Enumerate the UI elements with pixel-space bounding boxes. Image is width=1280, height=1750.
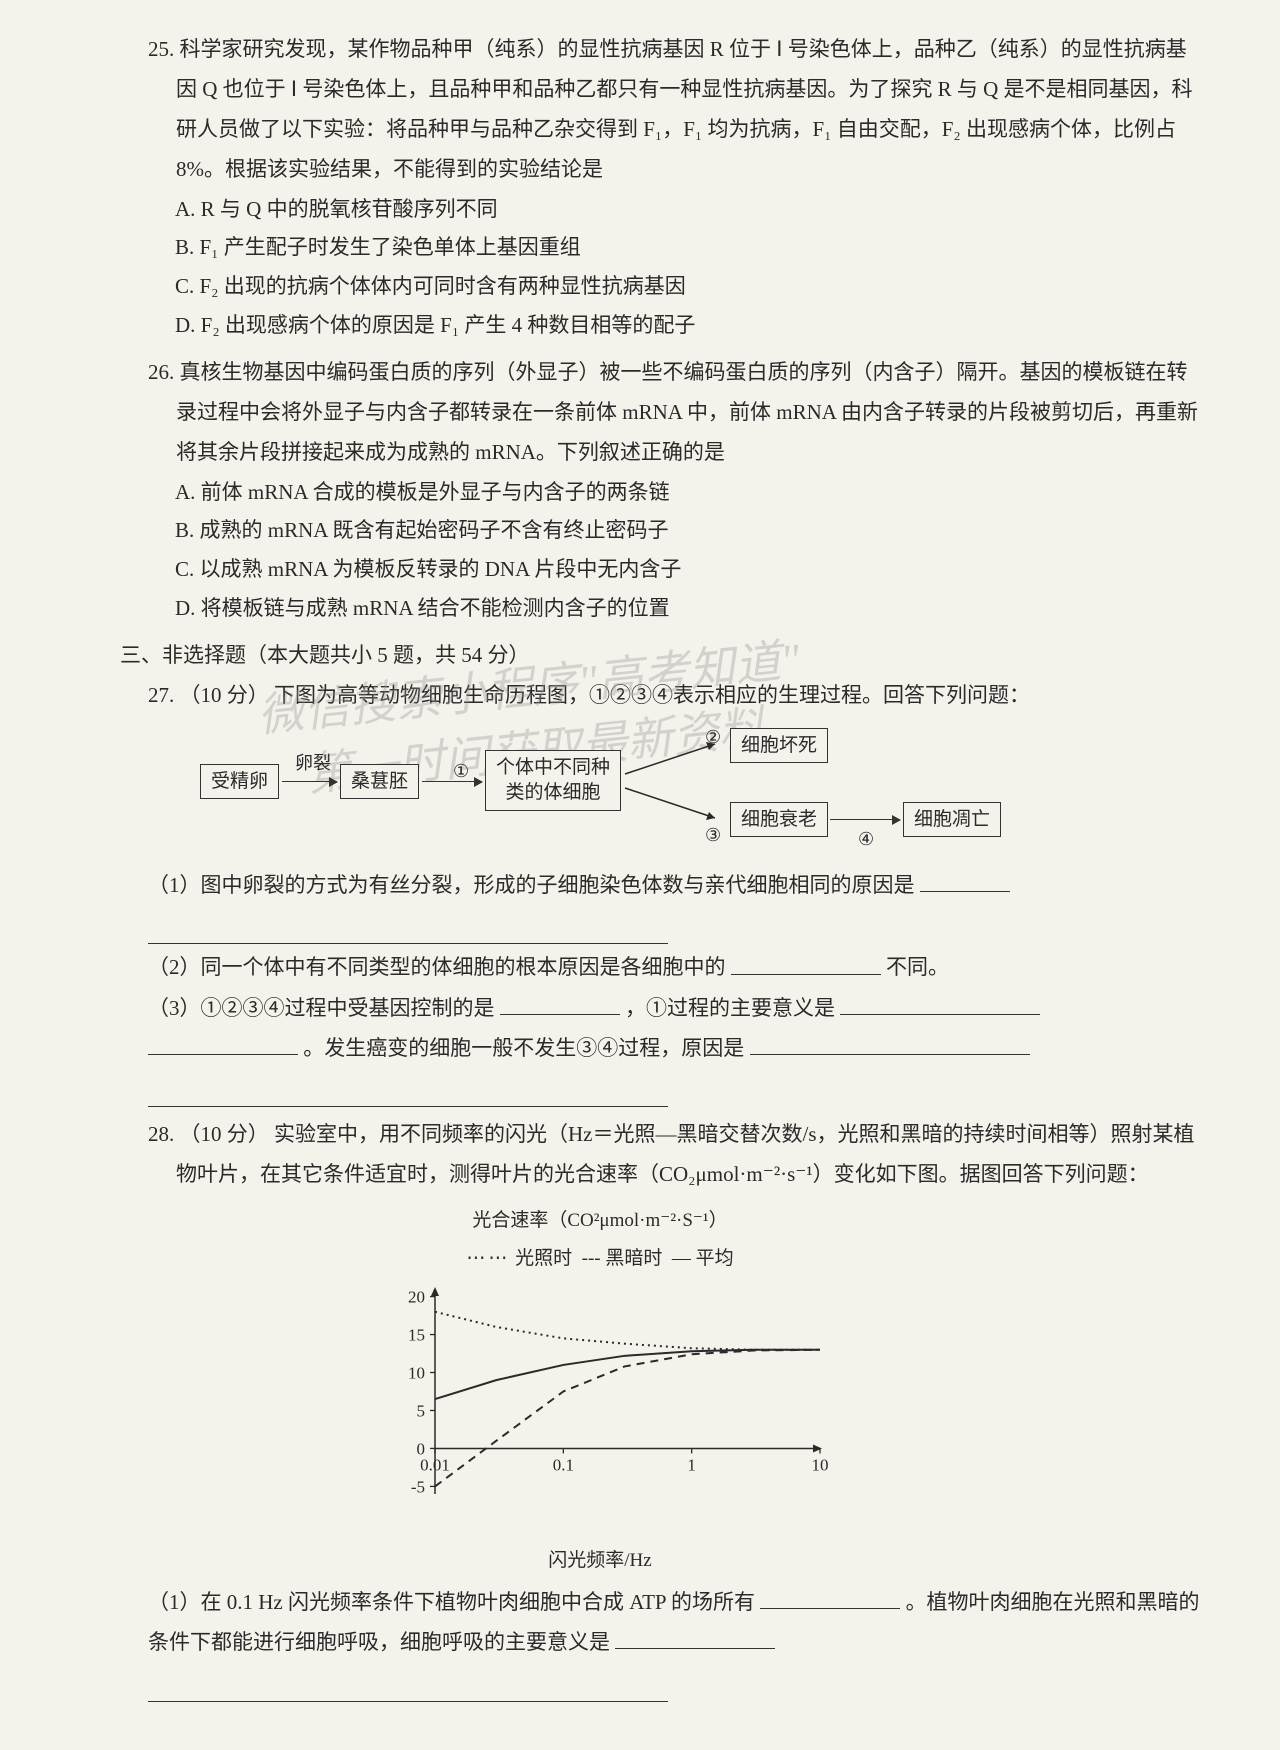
flow-edge-1: ① [453,754,469,788]
blank-fill[interactable] [148,1029,298,1055]
q26-option-a: A. 前体 mRNA 合成的模板是外显子与内含子的两条链 [100,473,1200,512]
blank-fill[interactable] [840,989,1040,1015]
flow-node-somatic-cells: 个体中不同种 类的体细胞 [485,750,621,811]
arrow-icon [830,819,900,820]
flow-node-morula: 桑葚胚 [340,764,419,800]
q25-number: 25. [148,37,174,61]
q28-number: 28. [148,1122,174,1146]
flow-node-fertilized-egg: 受精卵 [200,764,279,800]
flow-node-senescence: 细胞衰老 [730,802,828,838]
q28-p1a-text: （1）在 0.1 Hz 闪光频率条件下植物叶肉细胞中合成 ATP 的场所有 [148,1590,755,1614]
legend-light: 光照时 [515,1248,572,1269]
blank-line[interactable] [148,1667,668,1702]
svg-text:0.01: 0.01 [420,1456,450,1475]
flow-node-apoptosis: 细胞凋亡 [903,802,1001,838]
q27-flow-diagram: 受精卵 卵裂 桑葚胚 ① 个体中不同种 类的体细胞 ② ③ 细胞坏死 细胞衰老 … [200,726,1200,856]
svg-text:-5: -5 [411,1478,425,1497]
svg-text:10: 10 [408,1364,425,1383]
blank-fill[interactable] [731,948,881,974]
q27-points: （10 分） [180,683,269,707]
chart-xlabel: 闪光频率/Hz [380,1543,820,1579]
blank-fill[interactable] [500,989,620,1015]
chart-title: 光合速率（CO²μmol·m⁻²·S⁻¹） [380,1203,820,1239]
q26-stem: 真核生物基因中编码蛋白质的序列（外显子）被一些不编码蛋白质的序列（内含子）隔开。… [176,360,1198,464]
flow-node-necrosis: 细胞坏死 [730,728,828,764]
question-25: 25. 科学家研究发现，某作物品种甲（纯系）的显性抗病基因 R 位于 Ⅰ 号染色… [100,30,1200,345]
q27-p3c-text: 。发生癌变的细胞一般不发生③④过程，原因是 [303,1036,744,1060]
q25-option-b: B. F₁ 产生配子时发生了染色单体上基因重组 [100,228,1200,267]
q27-p2a-text: （2）同一个体中有不同类型的体细胞的根本原因是各细胞中的 [148,956,726,980]
q27-p2b-text: 不同。 [886,956,949,980]
svg-text:5: 5 [417,1402,426,1421]
q27-p1-text: （1）图中卵裂的方式为有丝分裂，形成的子细胞染色体数与亲代细胞相同的原因是 [148,873,915,897]
q27-p3b-text: ，①过程的主要意义是 [625,996,835,1020]
q27-number: 27. [148,683,174,707]
question-28: 28. （10 分） 实验室中，用不同频率的闪光（Hz＝光照—黑暗交替次数/s，… [100,1115,1200,1702]
q27-stem: 下图为高等动物细胞生命历程图，①②③④表示相应的生理过程。回答下列问题： [274,683,1030,707]
svg-text:0.1: 0.1 [553,1456,574,1475]
blank-fill[interactable] [615,1623,775,1649]
q25-option-d: D. F₂ 出现感病个体的原因是 F₁ 产生 4 种数目相等的配子 [100,306,1200,345]
flow-edge-4: ④ [858,822,874,856]
svg-text:1: 1 [687,1456,696,1475]
q28-stem: 实验室中，用不同频率的闪光（Hz＝光照—黑暗交替次数/s，光照和黑暗的持续时间相… [176,1122,1195,1186]
blank-fill[interactable] [750,1029,1030,1055]
q28-part1: （1）在 0.1 Hz 闪光频率条件下植物叶肉细胞中合成 ATP 的场所有 。植… [100,1583,1200,1663]
section-3-header: 三、非选择题（本大题共小 5 题，共 54 分） [100,636,1200,676]
svg-text:20: 20 [408,1288,425,1307]
flow-node-somatic-l1: 个体中不同种 [496,757,610,778]
chart-legend: ⋯⋯ 光照时 --- 黑暗时 — 平均 [380,1241,820,1277]
arrow-icon [282,781,337,782]
q27-part1: （1）图中卵裂的方式为有丝分裂，形成的子细胞染色体数与亲代细胞相同的原因是 [100,866,1200,906]
exam-page: 25. 科学家研究发现，某作物品种甲（纯系）的显性抗病基因 R 位于 Ⅰ 号染色… [0,0,1280,1750]
q26-option-b: B. 成熟的 mRNA 既含有起始密码子不含有终止密码子 [100,511,1200,550]
question-26: 26. 真核生物基因中编码蛋白质的序列（外显子）被一些不编码蛋白质的序列（内含子… [100,353,1200,628]
blank-fill[interactable] [760,1583,900,1609]
q25-stem: 科学家研究发现，某作物品种甲（纯系）的显性抗病基因 R 位于 Ⅰ 号染色体上，品… [176,37,1193,181]
svg-text:15: 15 [408,1326,425,1345]
legend-dark: 黑暗时 [605,1248,662,1269]
q25-option-c: C. F₂ 出现的抗病个体体内可同时含有两种显性抗病基因 [100,267,1200,306]
chart-svg: -5051015200.010.1110 [380,1279,840,1529]
arrow-icon [422,781,482,782]
flow-edge-3: ③ [705,818,721,852]
flow-edge-2: ② [705,720,721,754]
q25-option-a: A. R 与 Q 中的脱氧核苷酸序列不同 [100,190,1200,229]
q27-part3c: 。发生癌变的细胞一般不发生③④过程，原因是 [100,1029,1200,1069]
q27-part3: （3）①②③④过程中受基因控制的是 ，①过程的主要意义是 [100,989,1200,1029]
legend-avg: 平均 [696,1248,734,1269]
q27-part2: （2）同一个体中有不同类型的体细胞的根本原因是各细胞中的 不同。 [100,948,1200,988]
q27-p3a-text: （3）①②③④过程中受基因控制的是 [148,996,495,1020]
svg-text:10: 10 [812,1456,829,1475]
blank-fill[interactable] [920,866,1010,892]
question-27: 27. （10 分） 下图为高等动物细胞生命历程图，①②③④表示相应的生理过程。… [100,676,1200,1107]
q26-option-c: C. 以成熟 mRNA 为模板反转录的 DNA 片段中无内含子 [100,550,1200,589]
blank-line[interactable] [148,910,668,945]
q28-chart: 光合速率（CO²μmol·m⁻²·S⁻¹） ⋯⋯ 光照时 --- 黑暗时 — 平… [380,1203,1200,1579]
q26-number: 26. [148,360,174,384]
flow-edge-cleavage: 卵裂 [295,746,331,780]
flow-node-somatic-l2: 类的体细胞 [506,782,601,803]
q26-option-d: D. 将模板链与成熟 mRNA 结合不能检测内含子的位置 [100,589,1200,628]
q28-points: （10 分） [180,1122,269,1146]
blank-line[interactable] [148,1073,668,1108]
